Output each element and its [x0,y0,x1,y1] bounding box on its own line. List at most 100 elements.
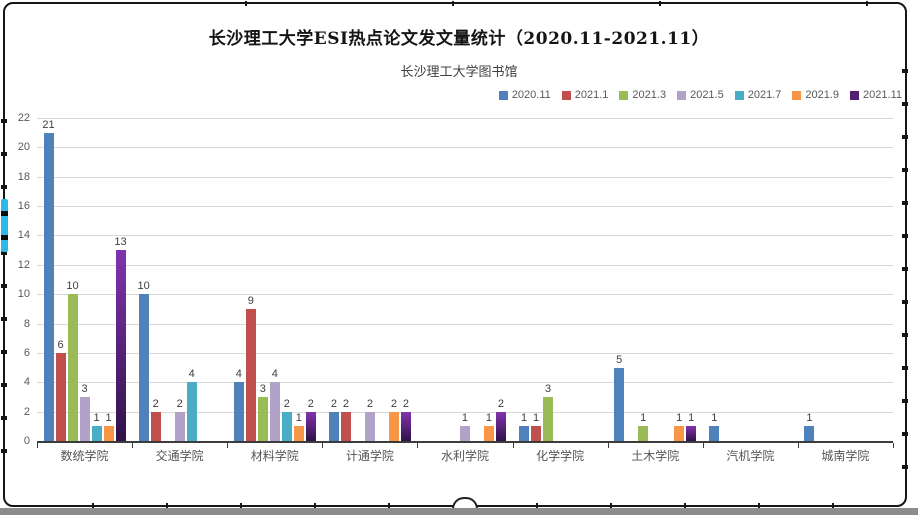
bar-group-数统学院: 21 6 10 3 1 1 13 [37,118,132,441]
bar-group-交通学院: 10 2 2 4 [132,118,227,441]
data-label: 4 [271,368,278,381]
data-label: 1 [676,412,683,425]
legend-label: 2021.9 [805,89,840,101]
y-axis-tick-label: 18 [17,170,30,183]
legend-swatch-icon [792,90,802,100]
bar-2021.3: 3 [257,383,268,441]
bottom-scrollbar-track[interactable] [0,508,918,515]
bar-2021.1: 9 [245,295,256,441]
category-label-数统学院: 数统学院 [60,449,109,463]
bars-container: 21 6 10 3 1 1 13 10 2 2 4 4 9 3 4 2 1 2 2 2 2 2 2 1 1 2 1 1 3 5 1 1 1 1 1 [37,118,893,441]
data-label: 1 [521,412,528,425]
data-label: 1 [640,412,647,425]
bar-2021.1: 2 [340,398,351,441]
bar-2021.9: 1 [483,412,494,441]
x-axis-tick [702,443,704,448]
data-label: 1 [295,412,302,425]
data-label: 3 [81,382,88,395]
bottom-resize-handle[interactable] [452,497,478,511]
legend-label: 2021.7 [747,89,782,101]
data-label: 1 [533,412,540,425]
data-label: 2 [497,397,505,410]
bar-2021.11: 2 [305,398,316,441]
x-axis-tick [893,443,894,448]
category-label-城南学院: 城南学院 [821,449,870,463]
gridline [37,294,893,296]
data-label: 2 [366,397,373,410]
legend-item-2021.3: 2021.3 [619,89,666,101]
legend-label: 2021.5 [690,89,724,101]
data-label: 13 [114,236,127,249]
legend-label: 2021.3 [632,89,667,101]
data-label: 3 [545,382,552,395]
bar-2021.5: 1 [459,412,470,441]
gridline [37,411,893,413]
y-axis-tick-label: 12 [17,258,30,271]
category-label-计通学院: 计通学院 [345,449,394,463]
data-label: 2 [152,397,159,410]
y-axis-tick-label: 14 [17,229,30,242]
y-axis-tick-label: 10 [17,288,30,301]
y-axis-tick-label: 0 [23,435,30,447]
category-label-交通学院: 交通学院 [155,449,204,463]
data-label: 1 [93,412,100,425]
y-axis-tick-label: 4 [23,376,30,389]
bar-2021.9: 1 [674,412,685,441]
data-label: 2 [330,397,337,410]
bar-2021.5: 2 [174,398,185,441]
data-label: 3 [259,382,266,395]
data-label: 21 [42,118,55,131]
gridline [37,147,893,149]
legend-label: 2021.1 [574,89,609,101]
bar-2020.11: 1 [519,412,530,441]
legend-item-2020.11: 2020.11 [498,89,551,101]
x-axis-tick [132,443,134,448]
plot-area: 0 2 4 6 8 10 12 14 16 18 20 22 21 6 10 3 1 1 13 10 2 2 4 4 9 3 4 2… [18,112,894,448]
data-label: 1 [806,412,813,425]
right-edge-ticks [902,40,908,475]
cyan-scroll-thumb[interactable] [1,199,8,252]
x-axis-tick [797,443,799,448]
data-label: 2 [402,397,409,410]
bar-2021.11: 1 [686,412,697,441]
bar-2021.3: 10 [66,280,79,441]
gridline [37,206,893,208]
bar-group-城南学院: 1 [798,118,893,441]
bar-2021.1: 1 [531,412,542,441]
bar-2021.7: 1 [91,412,102,441]
gridline [37,323,893,325]
legend-label: 2021.11 [863,89,902,101]
data-label: 2 [307,397,314,410]
data-label: 1 [485,412,493,425]
y-axis-tick-label: 8 [23,317,30,330]
bar-2020.11: 10 [138,280,150,441]
bar-2021.7: 4 [186,368,197,441]
legend-item-2021.9: 2021.9 [792,89,839,101]
data-label: 5 [616,353,623,366]
chart-legend: 2020.11 2021.1 2021.3 2021.5 2021.7 2021.9 202… [498,89,902,101]
y-axis-tick-label: 6 [23,346,30,359]
bar-2021.3: 3 [543,383,554,441]
gridline [37,264,893,266]
x-axis-tick [512,443,514,448]
legend-swatch-icon [619,90,629,100]
gridline [37,176,893,178]
bar-2021.1: 2 [150,398,161,441]
bar-2020.11: 4 [233,368,244,441]
data-label: 1 [105,412,112,425]
bar-2020.11: 1 [804,412,815,441]
bar-2021.11: 2 [495,398,506,441]
data-label: 4 [188,368,195,381]
gridline [37,235,893,237]
data-label: 4 [235,368,242,381]
category-label-化学学院: 化学学院 [536,449,585,463]
bar-2021.11: 13 [114,236,127,441]
bar-2020.11: 5 [614,354,625,441]
legend-item-2021.11: 2021.11 [850,89,902,101]
legend-swatch-icon [734,90,744,100]
data-label: 2 [176,397,183,410]
